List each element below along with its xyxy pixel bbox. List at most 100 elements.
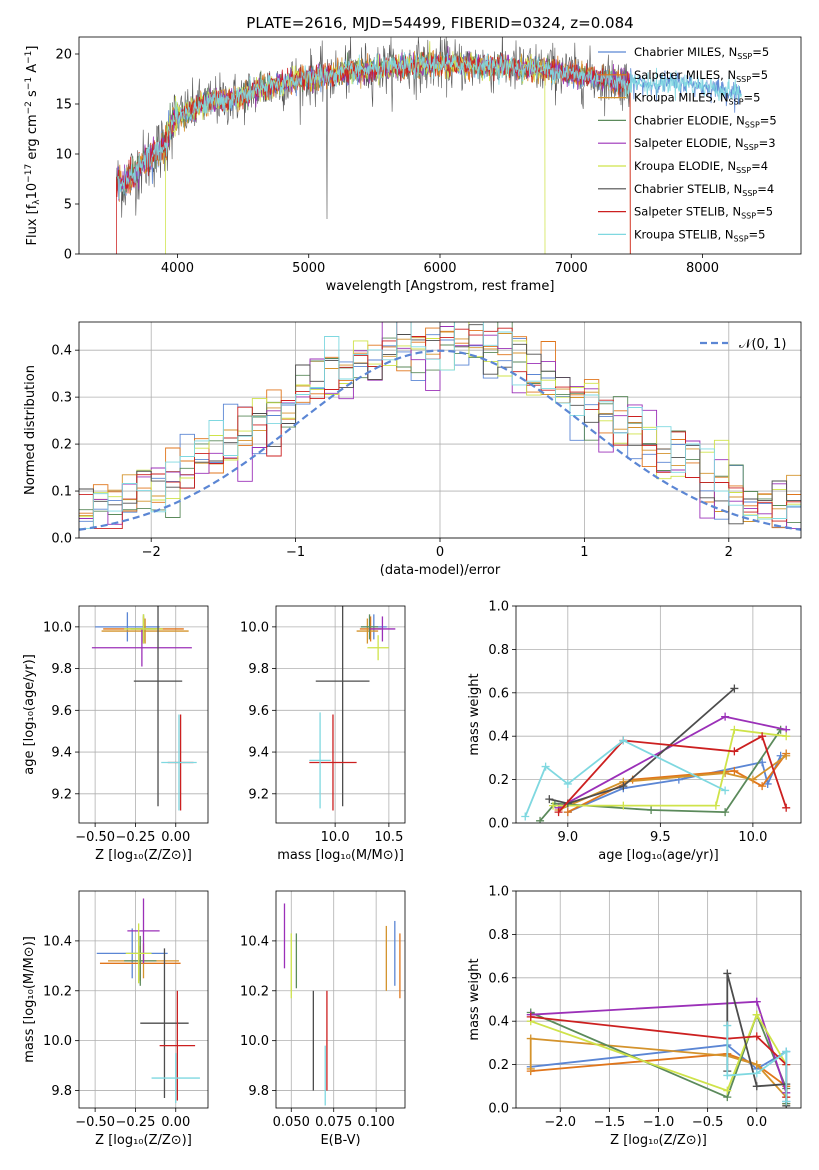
weight-marker bbox=[730, 766, 739, 775]
axes-weight_vs_Z: −2.0 −1.5 −1.0 −0.5 0.0 0.0 0.2 0.4 0.6 0.8 1.0 Z [… bbox=[467, 885, 802, 1148]
axes-age_vs_Z: −0.50 −0.25 0.00 9.2 9.4 9.6 9.8 10.0 Z [log₁₀(Z… bbox=[22, 605, 209, 863]
weight-marker bbox=[619, 801, 628, 810]
weight-marker bbox=[521, 812, 530, 821]
weight-marker bbox=[526, 1034, 535, 1043]
legend-entry: Kroupa STELIB, NSSP=5 bbox=[634, 227, 765, 243]
axes-frame bbox=[78, 605, 209, 824]
x-axis-label: Z [log₁₀(Z/Z⊙)] bbox=[610, 1133, 707, 1148]
y-axis-label-part: λ bbox=[32, 199, 42, 205]
legend-entry: Kroupa MILES, NSSP=5 bbox=[634, 91, 760, 107]
y-tick-label: 10.4 bbox=[240, 934, 269, 949]
x-tick-label: 0 bbox=[436, 545, 444, 560]
y-tick-label: 15 bbox=[55, 98, 72, 113]
weight-marker bbox=[723, 1071, 732, 1080]
y-axis-label: age [log₁₀(age/yr)] bbox=[22, 654, 37, 775]
weight-marker bbox=[763, 779, 772, 788]
weight-marker bbox=[536, 816, 545, 823]
y-tick-label: 9.4 bbox=[248, 746, 269, 761]
spectrum-legend: Chabrier MILES, N SSP =5 Salpeter MILES, N S… bbox=[598, 45, 777, 243]
plot-area-mass_vs_ebv bbox=[283, 903, 401, 1106]
weight-line-chabrier-stelib bbox=[549, 687, 735, 805]
weight-marker bbox=[721, 712, 730, 721]
axes-frame bbox=[78, 890, 209, 1109]
y-axis-label-part: −1 bbox=[24, 77, 34, 90]
axes-age_vs_mass: 10.0 10.5 9.2 9.4 9.6 9.8 10.0 mass [log₁₀(M/M⊙… bbox=[240, 605, 406, 863]
x-axis-label: (data-model)/error bbox=[380, 563, 501, 578]
weight-marker bbox=[619, 782, 628, 791]
x-tick-label: 8000 bbox=[686, 261, 719, 276]
y-tick-label: 10.0 bbox=[240, 1034, 269, 1049]
y-axis-label: Flux [fλ10−17 erg cm−2 s−1 A−1] bbox=[24, 46, 42, 246]
legend-entry-count: =5 bbox=[760, 113, 777, 127]
y-axis-label-part: 10 bbox=[25, 183, 40, 200]
histogram-salpeter-stelib bbox=[79, 322, 801, 530]
y-axis-label-part: −2 bbox=[24, 101, 34, 114]
legend-entry-sub: SSP bbox=[744, 143, 759, 152]
y-axis-label-part: erg cm bbox=[25, 114, 40, 163]
legend-entry-sub: SSP bbox=[742, 189, 757, 198]
y-tick-label: 9.4 bbox=[51, 746, 72, 761]
legend-entry-name: Kroupa STELIB, N bbox=[634, 227, 734, 241]
weight-marker bbox=[752, 1060, 761, 1069]
legend-entry: 𝒩(0, 1) bbox=[739, 337, 786, 352]
y-tick-label: 9.6 bbox=[248, 704, 269, 719]
weight-line-kroupa-elodie bbox=[530, 1012, 788, 1092]
weight-marker bbox=[730, 684, 739, 693]
weight-marker bbox=[723, 1086, 732, 1095]
x-tick-label: 0.075 bbox=[315, 1115, 352, 1130]
figure-title: PLATE=2616, MJD=54499, FIBERID=0324, z=0… bbox=[246, 14, 633, 32]
weight-marker bbox=[752, 1010, 761, 1019]
legend-entry-count: =3 bbox=[759, 136, 776, 150]
y-tick-label: 0.2 bbox=[488, 773, 509, 788]
x-tick-label: 2 bbox=[725, 545, 733, 560]
legend-entry-name: Salpeter STELIB, N bbox=[634, 205, 741, 219]
x-axis-label: mass [log₁₀(M/M⊙)] bbox=[277, 848, 404, 863]
y-tick-label: 9.8 bbox=[248, 1084, 269, 1099]
y-tick-label: 0.6 bbox=[488, 686, 509, 701]
x-tick-label: −0.5 bbox=[692, 1115, 724, 1130]
y-axis-label-part: s bbox=[25, 90, 40, 101]
y-tick-label: 0.6 bbox=[488, 971, 509, 986]
x-tick-label: 0.0 bbox=[746, 1115, 767, 1130]
y-tick-label: 0.8 bbox=[488, 928, 509, 943]
weight-marker bbox=[782, 732, 791, 741]
legend-entry: Salpeter STELIB, NSSP=5 bbox=[634, 205, 773, 221]
weight-marker bbox=[549, 801, 558, 810]
axes-residuals: −2 −1 0 1 2 0.0 0.1 0.2 0.3 0.4 (data-model)/error… bbox=[23, 321, 802, 578]
x-tick-label: 1 bbox=[580, 545, 588, 560]
y-axis-label-part: Flux [f bbox=[25, 204, 40, 245]
y-tick-label: 10.0 bbox=[43, 620, 72, 635]
x-tick-label: −0.50 bbox=[75, 830, 115, 845]
x-axis-label: Z [log₁₀(Z/Z⊙)] bbox=[95, 1133, 192, 1148]
y-tick-label: 0.1 bbox=[51, 485, 72, 500]
x-tick-label: 6000 bbox=[423, 261, 456, 276]
weight-marker bbox=[647, 805, 656, 814]
y-tick-label: 10.2 bbox=[240, 984, 269, 999]
y-tick-label: 0.4 bbox=[488, 1015, 509, 1030]
weight-marker bbox=[782, 803, 791, 812]
weight-marker bbox=[563, 808, 572, 817]
y-tick-label: 9.6 bbox=[51, 704, 72, 719]
legend-entry-name: Kroupa ELODIE, N bbox=[634, 159, 736, 173]
y-tick-label: 1.0 bbox=[488, 885, 509, 900]
spectrum-line-kroupa-stelib bbox=[117, 52, 742, 200]
x-tick-label: 0.050 bbox=[273, 1115, 310, 1130]
legend-entry: Salpeter ELODIE, NSSP=3 bbox=[634, 136, 776, 152]
x-tick-label: −0.25 bbox=[116, 830, 156, 845]
legend-entry-count: =5 bbox=[751, 68, 768, 82]
y-tick-label: 0.8 bbox=[488, 643, 509, 658]
plot-area-mass_vs_Z bbox=[96, 898, 200, 1104]
y-tick-label: 9.8 bbox=[51, 1084, 72, 1099]
x-tick-label: 7000 bbox=[555, 261, 588, 276]
legend-entry-name: Salpeter MILES, N bbox=[634, 68, 736, 82]
histogram-chabrier-stelib bbox=[79, 322, 801, 525]
x-tick-label: −2 bbox=[142, 545, 161, 560]
x-tick-label: 9.5 bbox=[650, 830, 671, 845]
gaussian-curve bbox=[79, 349, 801, 531]
x-tick-label: 9.0 bbox=[557, 830, 578, 845]
weight-marker bbox=[563, 779, 572, 788]
legend-entry-name: Chabrier MILES, N bbox=[634, 45, 737, 59]
y-tick-label: 9.8 bbox=[51, 662, 72, 677]
weight-marker bbox=[730, 725, 739, 734]
axes-frame bbox=[515, 605, 802, 824]
